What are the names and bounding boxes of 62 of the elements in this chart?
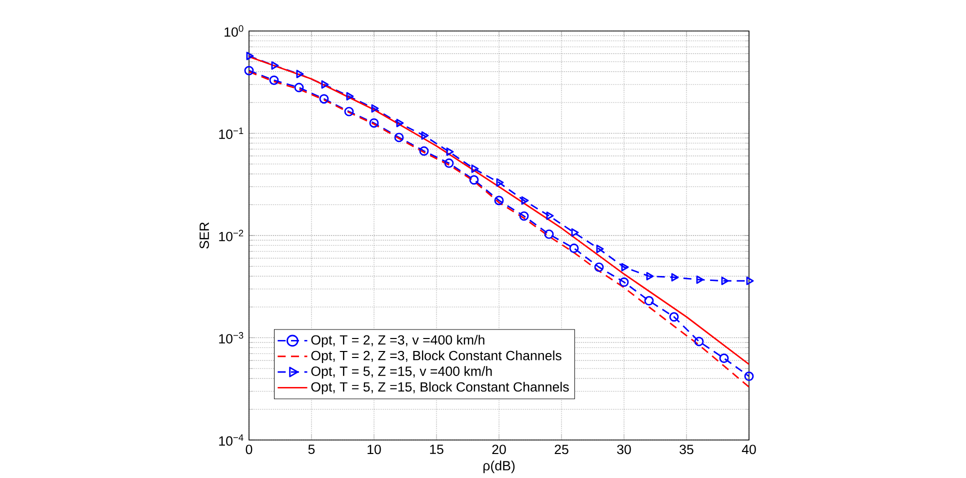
x-tick-label: 5 (308, 444, 315, 454)
point (696, 276, 704, 284)
point (596, 244, 604, 254)
x-tick-label: 20 (492, 444, 506, 454)
point (569, 244, 579, 254)
point (419, 146, 429, 156)
point (496, 178, 504, 187)
point (469, 175, 479, 185)
point (446, 148, 454, 156)
point (421, 132, 429, 140)
point (444, 158, 454, 168)
x-tick-label: 10 (368, 444, 381, 454)
y-tick-label: 10$^{−2}$ (219, 230, 244, 242)
point (396, 119, 404, 128)
point (244, 66, 254, 76)
point (246, 52, 254, 60)
x-tick-label: 0 (246, 444, 252, 454)
point (671, 273, 679, 282)
point (294, 83, 304, 93)
point (694, 336, 704, 346)
x-axis-title: ρ(dB) (483, 460, 515, 474)
legend-label: Opt, T = 5, Z =15, Block Constant Channels (311, 382, 569, 394)
y-axis-title: SER (200, 222, 209, 249)
point (669, 312, 679, 322)
y-tick-label: 10$^{0}$ (224, 26, 244, 37)
point (321, 80, 329, 89)
point (594, 262, 604, 272)
point (369, 118, 379, 128)
point (571, 228, 579, 237)
x-tick-label: 40 (742, 444, 756, 454)
point (546, 212, 554, 220)
point (371, 104, 379, 113)
legend-label: Opt, T = 2, Z =3, v =400 km/h (311, 335, 484, 348)
point (744, 372, 754, 382)
legend-label: Opt, T = 5, Z =15, v =400 km/h (311, 366, 492, 379)
y-tick-label: 10$^{−1}$ (219, 128, 244, 140)
point (296, 70, 304, 78)
point (521, 196, 529, 205)
point (719, 354, 729, 364)
x-tick-label: 15 (430, 444, 444, 454)
point (644, 296, 654, 306)
point (271, 62, 279, 70)
point (344, 107, 354, 117)
point (746, 276, 754, 286)
point (519, 212, 529, 222)
x-tick-label: 25 (554, 444, 568, 454)
point (494, 196, 504, 206)
point (646, 272, 654, 281)
legend-label: Opt, T = 2, Z =3, Block Constant Channels (311, 350, 562, 364)
point (544, 230, 554, 240)
point (619, 278, 629, 288)
x-tick-label: 30 (617, 444, 631, 454)
point (721, 276, 729, 286)
point (269, 76, 279, 86)
point (621, 263, 629, 272)
point (319, 94, 329, 104)
y-tick-label: 10$^{−3}$ (219, 332, 244, 344)
point (471, 164, 479, 174)
point (346, 92, 354, 101)
point (394, 132, 404, 142)
y-tick-label: 10$^{−4}$ (219, 434, 244, 446)
x-tick-label: 35 (680, 444, 694, 454)
